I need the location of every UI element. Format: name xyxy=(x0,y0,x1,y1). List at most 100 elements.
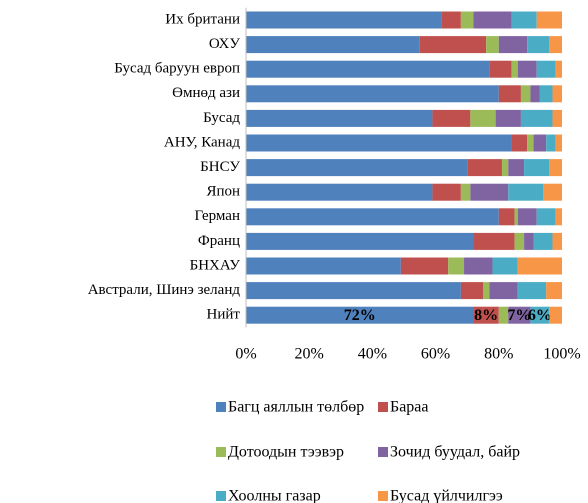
bar-segment xyxy=(246,282,461,300)
bar-segment xyxy=(517,282,547,300)
bar-segment xyxy=(486,36,499,54)
bar-segment xyxy=(549,36,562,54)
bar-segment xyxy=(539,85,553,103)
y-tick-label: Нийт xyxy=(207,307,241,323)
bar-segment xyxy=(246,11,442,29)
data-label: 7% xyxy=(507,307,531,324)
data-label: 8% xyxy=(474,307,498,324)
bar-segment xyxy=(533,134,547,152)
bar-segment xyxy=(536,11,562,29)
bar-segment xyxy=(246,60,490,78)
bar-segment xyxy=(246,85,499,103)
bar-segment xyxy=(508,183,544,201)
bar-segment xyxy=(549,306,562,324)
y-tick-label: Герман xyxy=(194,208,240,224)
legend-swatch xyxy=(216,402,226,412)
legend-label: Бараа xyxy=(390,399,429,416)
bar-segment xyxy=(498,36,528,54)
x-tick-label: 0% xyxy=(235,346,256,363)
bar-segment xyxy=(508,306,531,324)
bar-segment xyxy=(555,134,562,152)
bar-segment xyxy=(511,134,528,152)
bar-segment xyxy=(483,282,490,300)
bar-segment xyxy=(246,36,420,54)
bar-segment xyxy=(524,159,550,177)
bar-segment xyxy=(543,183,562,201)
bar-segment xyxy=(530,306,550,324)
bar-segment xyxy=(246,306,474,324)
bar-segment xyxy=(552,85,562,103)
y-tick-label: Австрали, Шинэ зеланд xyxy=(88,282,241,298)
y-tick-label: Их британи xyxy=(165,11,240,27)
bar-segment xyxy=(527,134,534,152)
x-tick-label: 80% xyxy=(484,346,513,363)
bar-segment xyxy=(511,60,518,78)
x-tick-label: 100% xyxy=(543,346,580,363)
bar-segment xyxy=(460,11,474,29)
bar-segment xyxy=(546,282,562,300)
bar-segment xyxy=(419,36,487,54)
bar-segment xyxy=(517,60,537,78)
bar-segment xyxy=(246,208,499,226)
bar-segment xyxy=(555,60,562,78)
bar-segment xyxy=(520,85,531,103)
legend-label: Багц аяллын төлбөр xyxy=(228,399,364,416)
bar-segment xyxy=(511,11,537,29)
y-tick-label: Франц xyxy=(198,233,240,249)
bar-segment xyxy=(552,232,562,250)
bar-segment xyxy=(533,232,553,250)
legend-label: Дотоодын тээвэр xyxy=(228,444,344,461)
legend-swatch xyxy=(378,491,388,501)
bar-segment xyxy=(432,109,471,127)
data-label: 6% xyxy=(528,307,552,324)
bar-segment xyxy=(246,134,512,152)
legend-swatch xyxy=(378,402,388,412)
bar-segment xyxy=(246,159,468,177)
bar-segment xyxy=(467,159,502,177)
legend-label: Хоолны газар xyxy=(228,488,321,503)
bar-segment xyxy=(246,109,433,127)
bar-segment xyxy=(546,134,556,152)
bar-segment xyxy=(508,159,525,177)
bar-segment xyxy=(246,257,401,275)
bar-segment xyxy=(498,85,521,103)
bar-segment xyxy=(492,257,518,275)
bar-segment xyxy=(473,306,499,324)
bar-segment xyxy=(432,183,461,201)
y-tick-label: БНСУ xyxy=(200,159,240,175)
bar-segment xyxy=(517,257,562,275)
bar-segment xyxy=(514,232,525,250)
bar-segment xyxy=(520,109,553,127)
legend-swatch xyxy=(216,491,226,501)
y-tick-label: Япон xyxy=(206,184,240,200)
bar-segment xyxy=(489,60,512,78)
bar-segment xyxy=(530,85,540,103)
bar-segment xyxy=(460,282,483,300)
y-tick-label: Бусад баруун европ xyxy=(114,61,240,77)
legend-swatch xyxy=(216,447,226,457)
bar-segment xyxy=(473,232,515,250)
x-tick-label: 40% xyxy=(358,346,387,363)
data-label: 72% xyxy=(344,307,376,324)
y-tick-label: Өмнөд ази xyxy=(172,85,240,101)
bar-segment xyxy=(524,232,534,250)
x-tick-label: 60% xyxy=(421,346,450,363)
bar-segment xyxy=(498,306,509,324)
bar-segment xyxy=(460,183,471,201)
bar-segment xyxy=(441,11,461,29)
legend-label: Бусад үйлчилгээ xyxy=(390,488,503,503)
bar-segment xyxy=(552,109,562,127)
bar-segment xyxy=(517,208,537,226)
y-tick-label: БНХАУ xyxy=(190,257,241,273)
bar-segment xyxy=(448,257,465,275)
y-tick-label: ОХУ xyxy=(209,36,240,52)
bar-segment xyxy=(498,208,515,226)
bar-segment xyxy=(489,282,518,300)
x-tick-label: 20% xyxy=(295,346,324,363)
bar-segment xyxy=(536,60,556,78)
bar-segment xyxy=(536,208,556,226)
bar-segment xyxy=(464,257,493,275)
bar-segment xyxy=(400,257,449,275)
bar-segment xyxy=(495,109,521,127)
bar-segment xyxy=(527,36,550,54)
